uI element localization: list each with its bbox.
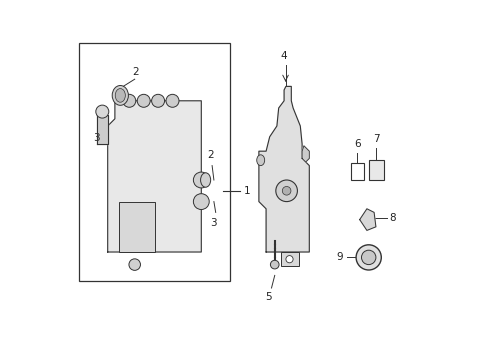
Text: 6: 6 [353,139,360,149]
Bar [368,160,383,180]
Circle shape [270,260,279,269]
Circle shape [193,194,209,210]
Text: 7: 7 [372,134,379,144]
Polygon shape [107,101,201,252]
Circle shape [355,245,381,270]
Circle shape [129,259,140,270]
Circle shape [275,180,297,202]
Text: 2: 2 [206,150,213,160]
Bar [79,43,230,281]
Circle shape [193,172,209,188]
Circle shape [137,94,150,107]
Bar [280,252,298,266]
Polygon shape [302,146,309,162]
Text: 3: 3 [93,133,100,143]
Circle shape [285,256,292,263]
Text: 8: 8 [388,213,395,223]
Ellipse shape [115,89,125,102]
Circle shape [361,250,375,265]
Circle shape [166,94,179,107]
Text: 5: 5 [265,292,272,302]
Circle shape [122,94,136,107]
Circle shape [282,186,290,195]
Text: 4: 4 [280,51,287,61]
Polygon shape [359,209,375,230]
Text: 9: 9 [335,252,342,262]
Text: 3: 3 [210,218,217,228]
Circle shape [151,94,164,107]
Text: 1: 1 [244,186,250,196]
Ellipse shape [112,86,128,105]
Circle shape [96,105,108,118]
Ellipse shape [200,173,210,187]
Text: 2: 2 [132,67,139,77]
Polygon shape [97,115,107,144]
Bar [118,202,154,252]
Ellipse shape [256,155,264,166]
Bar [350,163,363,180]
Polygon shape [258,86,309,252]
